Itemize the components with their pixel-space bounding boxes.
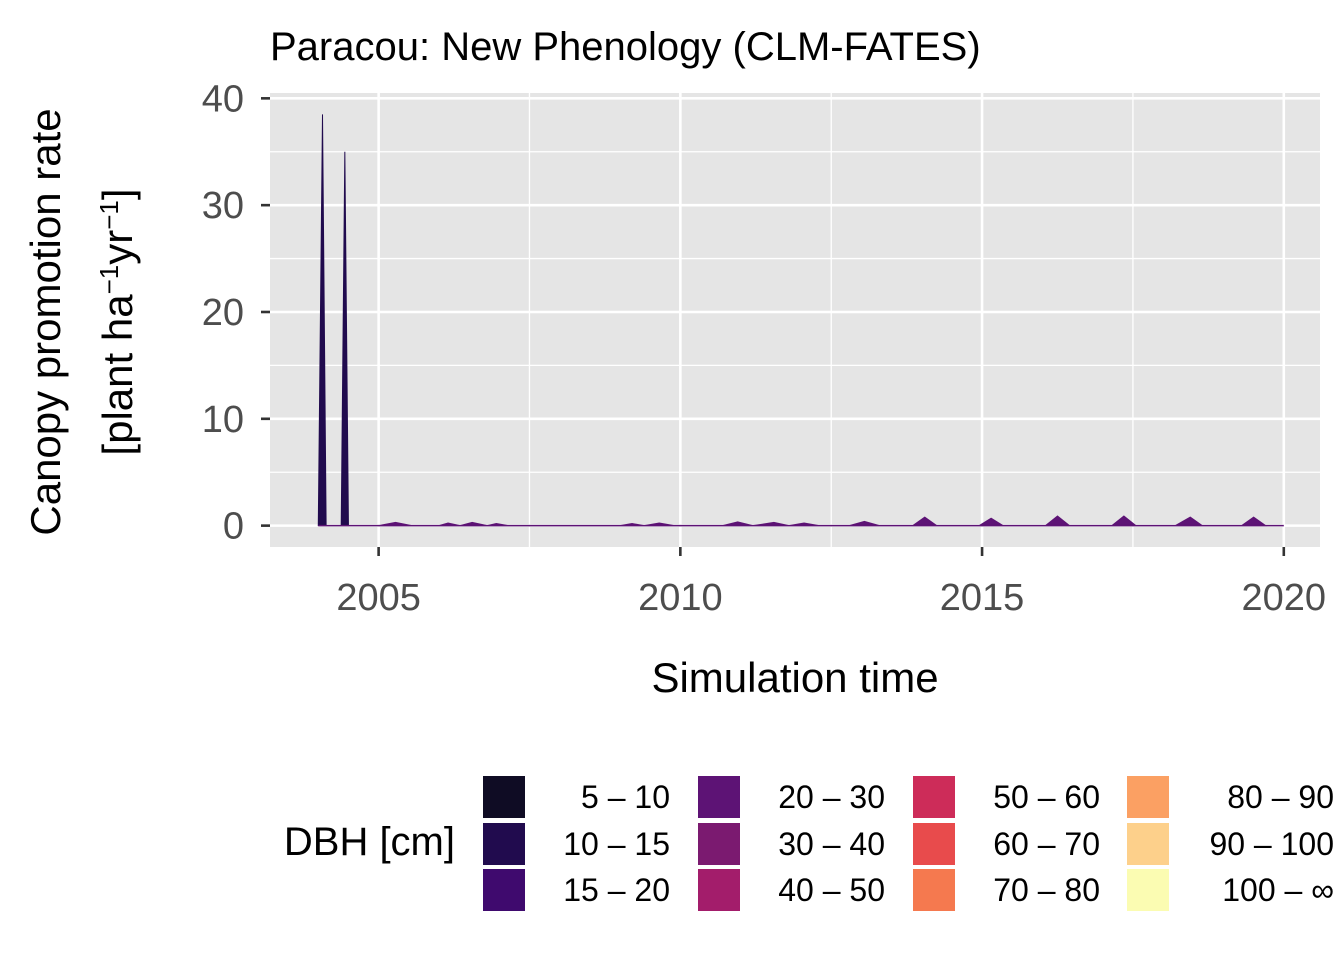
legend-label: 90 – 100 — [1209, 826, 1334, 862]
legend-swatch — [481, 867, 527, 913]
y-unit-superscript: −1 — [94, 265, 124, 295]
legend-label: 10 – 15 — [563, 826, 670, 862]
legend-swatch — [911, 774, 957, 820]
grid — [270, 93, 1320, 547]
y-axis: 0 10 20 30 40 — [202, 78, 270, 548]
legend-label: 5 – 10 — [581, 779, 670, 815]
y-tick-label: 10 — [202, 399, 244, 441]
x-axis: 2005 2010 2015 2020 — [336, 547, 1326, 619]
legend-swatch — [1125, 821, 1171, 867]
legend-swatch — [1125, 774, 1171, 820]
y-tick-label: 30 — [202, 185, 244, 227]
y-axis-title: Canopy promotion rate — [22, 108, 69, 535]
legend-label: 20 – 30 — [778, 779, 885, 815]
legend-swatch — [1125, 867, 1171, 913]
legend-swatch — [696, 867, 742, 913]
y-unit-part: yr — [94, 230, 141, 265]
y-tick-label: 40 — [202, 78, 244, 120]
y-axis-unit: [plant ha−1yr−1] — [94, 188, 141, 455]
legend-swatch — [911, 821, 957, 867]
legend-swatch — [696, 821, 742, 867]
x-tick-label: 2010 — [638, 577, 723, 619]
plot-background — [270, 93, 1320, 547]
legend-label: 80 – 90 — [1227, 779, 1334, 815]
legend-label: 40 – 50 — [778, 872, 885, 908]
y-unit-part: ] — [94, 188, 141, 200]
legend-swatch — [911, 867, 957, 913]
data-areas — [317, 114, 1284, 527]
y-tick-label: 0 — [223, 506, 244, 548]
x-tick-label: 2015 — [940, 577, 1025, 619]
y-tick-label: 20 — [202, 292, 244, 334]
legend-label: 30 – 40 — [778, 826, 885, 862]
legend-swatch — [696, 774, 742, 820]
legend-swatch — [481, 774, 527, 820]
legend: DBH [cm] 5 – 10 10 – 15 15 – 20 20 – 30 30 –… — [284, 774, 1334, 913]
legend-label: 50 – 60 — [993, 779, 1100, 815]
x-tick-label: 2020 — [1242, 577, 1327, 619]
legend-swatch — [481, 821, 527, 867]
y-unit-part: [plant ha — [94, 294, 141, 456]
legend-label: 100 – ∞ — [1222, 872, 1334, 908]
y-unit-superscript: −1 — [94, 200, 124, 230]
legend-label: 15 – 20 — [563, 872, 670, 908]
legend-title: DBH [cm] — [284, 820, 455, 864]
x-tick-label: 2005 — [336, 577, 421, 619]
legend-label: 60 – 70 — [993, 826, 1100, 862]
x-axis-title: Simulation time — [651, 654, 938, 701]
chart-title: Paracou: New Phenology (CLM-FATES) — [270, 25, 981, 69]
legend-label: 70 – 80 — [993, 872, 1100, 908]
